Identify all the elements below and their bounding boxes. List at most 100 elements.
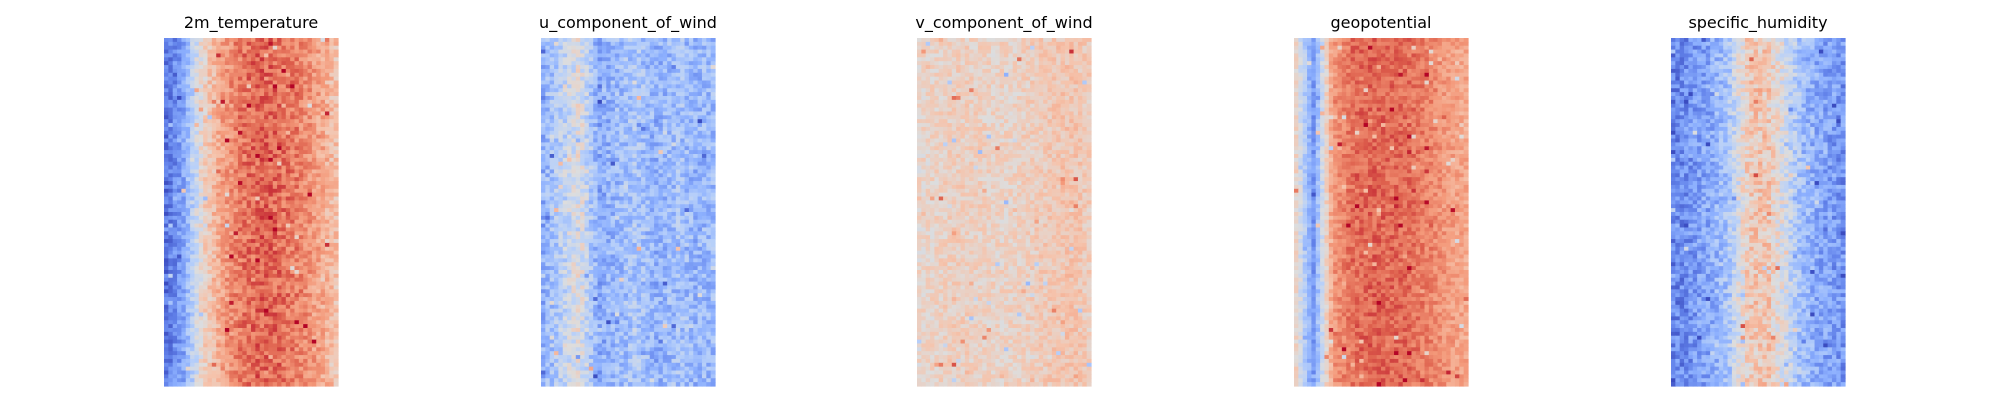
heatmap-cell <box>334 123 339 127</box>
heatmap-cell <box>260 146 265 150</box>
heatmap-cell <box>234 146 239 150</box>
heatmap-cell <box>247 235 252 239</box>
heatmap-cell <box>273 224 278 228</box>
heatmap-cell <box>247 46 252 50</box>
heatmap-cell <box>316 158 321 162</box>
heatmap-cell <box>194 42 199 46</box>
heatmap-cell <box>286 100 291 104</box>
heatmap-cell <box>186 42 191 46</box>
heatmap-cell <box>303 227 308 231</box>
heatmap-cell <box>221 197 226 201</box>
heatmap-cell <box>316 200 321 204</box>
heatmap-cell <box>238 181 243 185</box>
heatmap-cell <box>303 158 308 162</box>
heatmap-cell <box>303 262 308 266</box>
heatmap-cell <box>277 185 282 189</box>
heatmap-cell <box>273 38 278 42</box>
heatmap-cell <box>173 65 178 69</box>
heatmap-cell <box>303 61 308 65</box>
heatmap-cell <box>260 166 265 170</box>
heatmap-cell <box>177 104 182 108</box>
heatmap-cell <box>238 142 243 146</box>
heatmap-cell <box>255 65 260 69</box>
heatmap-cell <box>168 208 173 212</box>
heatmap-cell <box>194 216 199 220</box>
heatmap-cell <box>199 139 204 143</box>
heatmap-cell <box>251 208 256 212</box>
heatmap-cell <box>181 38 186 42</box>
heatmap-cell <box>212 185 217 189</box>
heatmap-cell <box>199 166 204 170</box>
heatmap-cell <box>329 96 334 100</box>
heatmap-cell <box>260 77 265 81</box>
heatmap-cell <box>234 243 239 247</box>
heatmap-cell <box>194 239 199 243</box>
heatmap-cell <box>194 220 199 224</box>
heatmap-cell <box>321 197 326 201</box>
heatmap-cell <box>295 243 300 247</box>
heatmap-cell <box>281 185 286 189</box>
heatmap-cell <box>186 158 191 162</box>
heatmap-cell <box>334 251 339 255</box>
heatmap-cell <box>286 200 291 204</box>
heatmap-cell <box>208 235 213 239</box>
heatmap-cell <box>299 131 304 135</box>
heatmap-cell <box>173 258 178 262</box>
heatmap-cell <box>286 158 291 162</box>
heatmap-cell <box>186 220 191 224</box>
heatmap-cell <box>273 92 278 96</box>
heatmap-cell <box>255 115 260 119</box>
heatmap-cell <box>194 111 199 115</box>
heatmap-cell <box>203 77 208 81</box>
heatmap-cell <box>208 146 213 150</box>
heatmap-cell <box>177 224 182 228</box>
heatmap-cell <box>308 235 313 239</box>
heatmap-cell <box>334 81 339 85</box>
heatmap-cell <box>295 224 300 228</box>
heatmap-cell <box>329 65 334 69</box>
heatmap-cell <box>216 212 221 216</box>
heatmap-cell <box>247 50 252 54</box>
heatmap-cell <box>208 243 213 247</box>
heatmap-cell <box>221 84 226 88</box>
heatmap-cell <box>286 247 291 251</box>
heatmap-cell <box>264 57 269 61</box>
heatmap-cell <box>299 81 304 85</box>
heatmap-cell <box>164 243 169 247</box>
heatmap-cell <box>203 166 208 170</box>
heatmap-cell <box>277 69 282 73</box>
heatmap-cell <box>325 208 330 212</box>
heatmap-cell <box>255 131 260 135</box>
heatmap-cell <box>168 104 173 108</box>
heatmap-cell <box>251 88 256 92</box>
heatmap-cell <box>268 42 273 46</box>
heatmap-cell <box>199 38 204 42</box>
heatmap-cell <box>190 50 195 54</box>
heatmap-cell <box>303 189 308 193</box>
heatmap-cell <box>225 46 230 50</box>
heatmap-cell <box>229 96 234 100</box>
heatmap-cell <box>173 197 178 201</box>
heatmap-cell <box>212 204 217 208</box>
heatmap-cell <box>221 255 226 259</box>
heatmap-cell <box>334 135 339 139</box>
heatmap-cell <box>208 212 213 216</box>
heatmap-cell <box>234 208 239 212</box>
heatmap-cell <box>216 131 221 135</box>
heatmap-cell <box>334 38 339 42</box>
heatmap-cell <box>260 173 265 177</box>
heatmap-cell <box>321 220 326 224</box>
heatmap-cell <box>321 111 326 115</box>
heatmap-cell <box>273 123 278 127</box>
heatmap-cell <box>168 162 173 166</box>
heatmap-cell <box>216 266 221 270</box>
heatmap-cell <box>225 115 230 119</box>
heatmap-cell <box>208 50 213 54</box>
heatmap-cell <box>238 115 243 119</box>
heatmap-cell <box>308 204 313 208</box>
heatmap-cell <box>225 88 230 92</box>
heatmap-cell <box>247 251 252 255</box>
heatmap-cell <box>251 100 256 104</box>
heatmap-cell <box>168 216 173 220</box>
heatmap-cell <box>164 123 169 127</box>
